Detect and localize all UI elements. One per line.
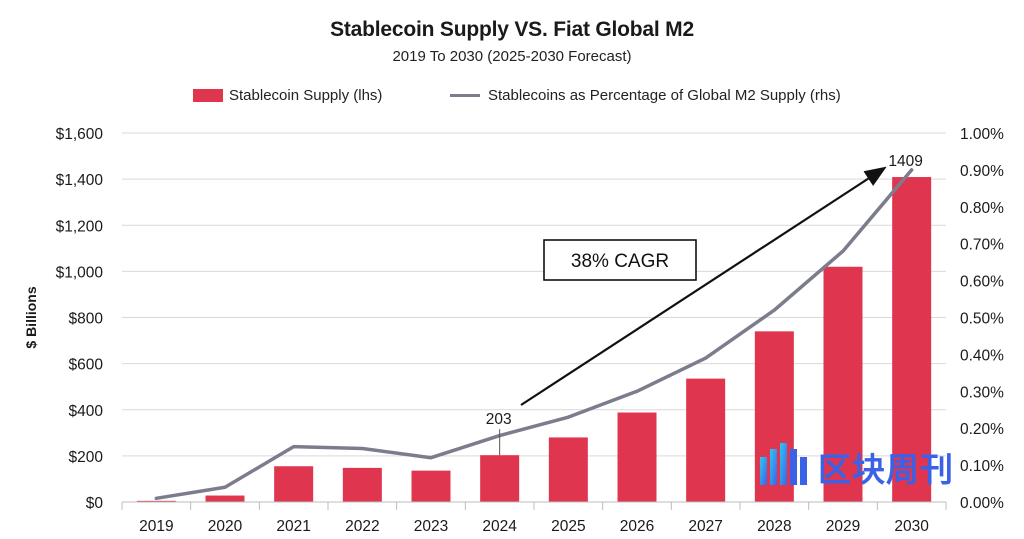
percentage-line [154, 168, 914, 501]
data-label-2024: 203 [486, 411, 512, 428]
legend-item-supply: Stablecoin Supply (lhs) [193, 87, 382, 104]
bar-2027 [686, 378, 726, 502]
legend-label-supply: Stablecoin Supply (lhs) [229, 87, 383, 104]
y2-tick-label: 0.60% [960, 274, 1004, 291]
x-tick-label: 2025 [551, 518, 585, 535]
y-tick-label: $1,400 [56, 172, 104, 189]
y2-tick-label: 1.00% [960, 126, 1004, 143]
bar-2025 [548, 437, 588, 502]
x-tick-label: 2028 [757, 518, 791, 535]
bar-2030 [892, 177, 932, 502]
y2-tick-label: 0.40% [960, 347, 1004, 364]
y2-tick-label: 0.10% [960, 458, 1004, 475]
x-tick-label: 2029 [826, 518, 860, 535]
bar-2024 [480, 455, 520, 502]
x-tick-label: 2024 [482, 518, 517, 535]
x-tick-label: 2030 [894, 518, 929, 535]
x-tick-label: 2020 [208, 518, 243, 535]
watermark: 区块周刊 [758, 441, 954, 493]
x-tick-label: 2022 [345, 518, 379, 535]
bar-2021 [274, 466, 314, 502]
y2-tick-label: 0.30% [960, 384, 1004, 401]
chart-title: Stablecoin Supply VS. Fiat Global M2 [330, 18, 694, 41]
y-axis-title: $ Billions [23, 286, 39, 348]
x-tick-label: 2019 [139, 518, 173, 535]
y2-tick-label: 0.90% [960, 163, 1004, 180]
legend-label-percentage: Stablecoins as Percentage of Global M2 S… [488, 87, 841, 104]
bar-2023 [411, 470, 451, 502]
bar-2019 [136, 500, 176, 502]
y-tick-label: $600 [69, 357, 104, 374]
y-tick-label: $1,600 [56, 126, 104, 143]
bar-2022 [342, 467, 382, 502]
cagr-box [543, 239, 697, 281]
y2-tick-label: 0.80% [960, 200, 1004, 217]
data-label-2030: 1409 [888, 153, 922, 170]
bar-2029 [823, 266, 863, 502]
y-tick-label: $0 [86, 495, 104, 512]
y-tick-label: $800 [69, 311, 104, 328]
watermark-logo-icon [760, 443, 807, 485]
y-tick-label: $400 [69, 403, 104, 420]
legend-swatch-line [450, 94, 480, 97]
cagr-arrow [520, 166, 887, 406]
legend-item-percentage: Stablecoins as Percentage of Global M2 S… [450, 87, 841, 104]
x-tick-label: 2026 [620, 518, 654, 535]
bar-2020 [205, 495, 245, 502]
bar-2026 [617, 412, 657, 502]
x-tick-label: 2027 [688, 518, 722, 535]
watermark-text: 区块周刊 [818, 450, 954, 489]
chart-subtitle: 2019 To 2030 (2025-2030 Forecast) [392, 48, 632, 65]
legend-swatch-bar [193, 89, 223, 102]
x-tick-label: 2021 [276, 518, 310, 535]
chart-legend: Stablecoin Supply (lhs) Stablecoins as P… [0, 87, 1024, 107]
y2-tick-label: 0.50% [960, 311, 1004, 328]
y-tick-label: $200 [69, 449, 104, 466]
y-tick-label: $1,000 [56, 264, 104, 281]
x-tick-label: 2023 [414, 518, 448, 535]
y2-tick-label: 0.70% [960, 237, 1004, 254]
cagr-label: 38% CAGR [571, 251, 669, 272]
y2-tick-label: 0.00% [960, 495, 1004, 512]
y-tick-label: $1,200 [56, 218, 104, 235]
y2-tick-label: 0.20% [960, 421, 1004, 438]
